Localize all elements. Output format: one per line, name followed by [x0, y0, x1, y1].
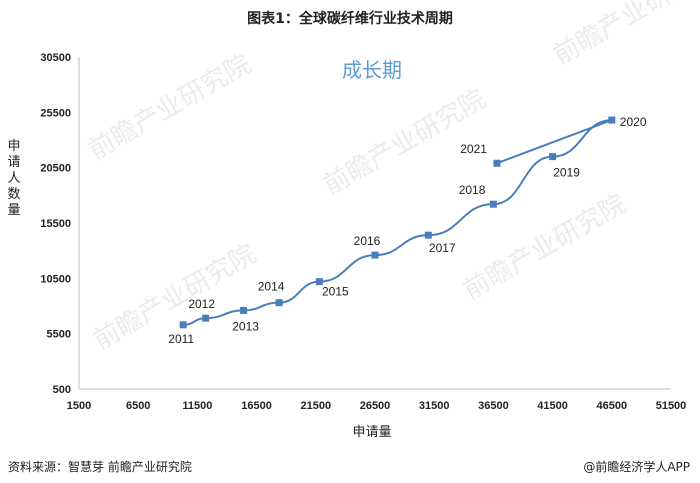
source-note: 资料来源：智慧芽 前瞻产业研究院 — [8, 460, 192, 474]
brand-credit: @前瞻经济学人APP — [583, 460, 690, 474]
data-point-marker — [179, 321, 187, 329]
y-tick-label: 25500 — [40, 107, 71, 119]
y-tick-label: 10500 — [40, 273, 71, 285]
y-axis-title-char: 数 — [7, 187, 20, 202]
data-point-marker — [549, 153, 557, 161]
x-tick-label: 21500 — [301, 400, 332, 412]
data-label: 2012 — [188, 297, 215, 311]
watermark-text: 前瞻产业研究院 — [459, 189, 632, 306]
x-tick-label: 26500 — [360, 400, 391, 412]
data-label: 2015 — [322, 285, 349, 299]
y-tick-label: 20500 — [40, 163, 71, 175]
y-axis-title-char: 人 — [7, 171, 20, 186]
y-axis-title-char: 请 — [7, 155, 20, 170]
y-axis-title-char: 申 — [7, 139, 20, 154]
x-tick-label: 46500 — [597, 400, 628, 412]
data-point-marker — [489, 200, 497, 208]
data-label: 2011 — [168, 332, 194, 346]
x-tick-label: 1500 — [67, 400, 91, 412]
data-label: 2017 — [429, 241, 456, 255]
series-markers — [179, 116, 616, 329]
x-axis-title: 申请量 — [352, 425, 391, 440]
data-point-marker — [315, 278, 323, 286]
x-tick-label: 41500 — [537, 400, 568, 412]
data-point-marker — [493, 159, 501, 167]
data-point-marker — [240, 306, 248, 314]
watermark-text: 前瞻产业研究院 — [549, 0, 700, 71]
x-tick-label: 11500 — [182, 400, 212, 412]
y-axis-title-char: 量 — [7, 203, 20, 218]
data-label: 2013 — [232, 319, 259, 333]
y-tick-label: 500 — [53, 384, 71, 396]
x-tick-label: 36500 — [478, 400, 509, 412]
y-tick-label: 5500 — [47, 329, 71, 341]
data-point-marker — [275, 299, 283, 307]
data-label: 2014 — [258, 280, 285, 294]
data-point-marker — [608, 116, 616, 124]
x-tick-label: 31500 — [419, 400, 450, 412]
y-tick-labels: 500 5500 10500 15500 20500 25500 30500 — [40, 52, 71, 396]
series-line — [183, 119, 613, 326]
phase-label: 成长期 — [342, 58, 402, 82]
data-point-marker — [424, 231, 432, 239]
x-tick-label: 6500 — [126, 400, 150, 412]
data-label: 2018 — [459, 183, 486, 197]
y-tick-label: 30500 — [40, 52, 71, 64]
data-point-marker — [202, 314, 210, 322]
x-tick-labels: 1500 6500 11500 16500 21500 26500 31500 36500 41… — [67, 400, 687, 412]
x-tick-label: 16500 — [241, 400, 272, 412]
data-label: 2019 — [553, 166, 580, 180]
axes — [78, 57, 671, 390]
y-tick-label: 15500 — [40, 218, 71, 230]
x-tick-label: 51500 — [656, 400, 687, 412]
data-label: 2016 — [354, 234, 381, 248]
chart-title: 图表1：全球碳纤维行业技术周期 — [247, 11, 453, 27]
watermark-text: 前瞻产业研究院 — [84, 49, 257, 166]
data-labels: 2011 2012 2013 2014 2015 2016 2017 2018 2019 2020… — [168, 115, 647, 346]
data-label: 2021 — [460, 142, 487, 156]
data-point-marker — [371, 251, 379, 259]
data-label: 2020 — [620, 115, 647, 129]
